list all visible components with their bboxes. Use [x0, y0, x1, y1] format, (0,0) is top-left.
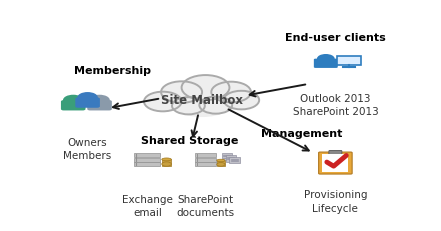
Circle shape — [161, 82, 202, 103]
FancyBboxPatch shape — [337, 57, 361, 66]
FancyBboxPatch shape — [217, 161, 225, 167]
FancyBboxPatch shape — [195, 154, 216, 158]
Circle shape — [224, 91, 259, 110]
Circle shape — [144, 92, 182, 112]
FancyBboxPatch shape — [135, 158, 161, 162]
Ellipse shape — [162, 158, 172, 161]
Text: Provisioning
Lifecycle: Provisioning Lifecycle — [304, 190, 367, 213]
FancyBboxPatch shape — [319, 152, 352, 174]
FancyBboxPatch shape — [135, 163, 161, 167]
FancyBboxPatch shape — [75, 98, 100, 108]
Text: Management: Management — [261, 129, 342, 139]
Ellipse shape — [162, 162, 172, 167]
Circle shape — [182, 76, 229, 101]
Circle shape — [77, 93, 98, 103]
FancyBboxPatch shape — [195, 163, 216, 167]
Text: Site Mailbox: Site Mailbox — [161, 93, 243, 106]
Circle shape — [63, 95, 83, 106]
FancyBboxPatch shape — [322, 155, 348, 172]
Circle shape — [168, 82, 236, 118]
Ellipse shape — [217, 160, 225, 162]
FancyBboxPatch shape — [229, 157, 240, 164]
FancyBboxPatch shape — [222, 153, 232, 160]
FancyBboxPatch shape — [329, 151, 342, 155]
Circle shape — [199, 97, 232, 114]
FancyBboxPatch shape — [195, 158, 216, 162]
Text: SharePoint
documents: SharePoint documents — [176, 194, 235, 217]
Text: Membership: Membership — [74, 65, 151, 75]
Circle shape — [172, 98, 205, 115]
Circle shape — [317, 55, 335, 64]
Text: Shared Storage: Shared Storage — [142, 136, 239, 146]
Text: Owners
Members: Owners Members — [64, 137, 112, 160]
Text: End-user clients: End-user clients — [285, 33, 386, 43]
FancyBboxPatch shape — [162, 160, 172, 167]
Circle shape — [211, 82, 251, 103]
FancyBboxPatch shape — [226, 155, 236, 162]
FancyBboxPatch shape — [314, 59, 338, 69]
Circle shape — [89, 95, 110, 106]
Text: Outlook 2013
SharePoint 2013: Outlook 2013 SharePoint 2013 — [292, 94, 378, 117]
Text: Exchange
email: Exchange email — [122, 194, 173, 217]
Ellipse shape — [217, 163, 225, 167]
FancyBboxPatch shape — [135, 154, 161, 158]
FancyBboxPatch shape — [87, 101, 112, 111]
FancyBboxPatch shape — [61, 101, 86, 111]
